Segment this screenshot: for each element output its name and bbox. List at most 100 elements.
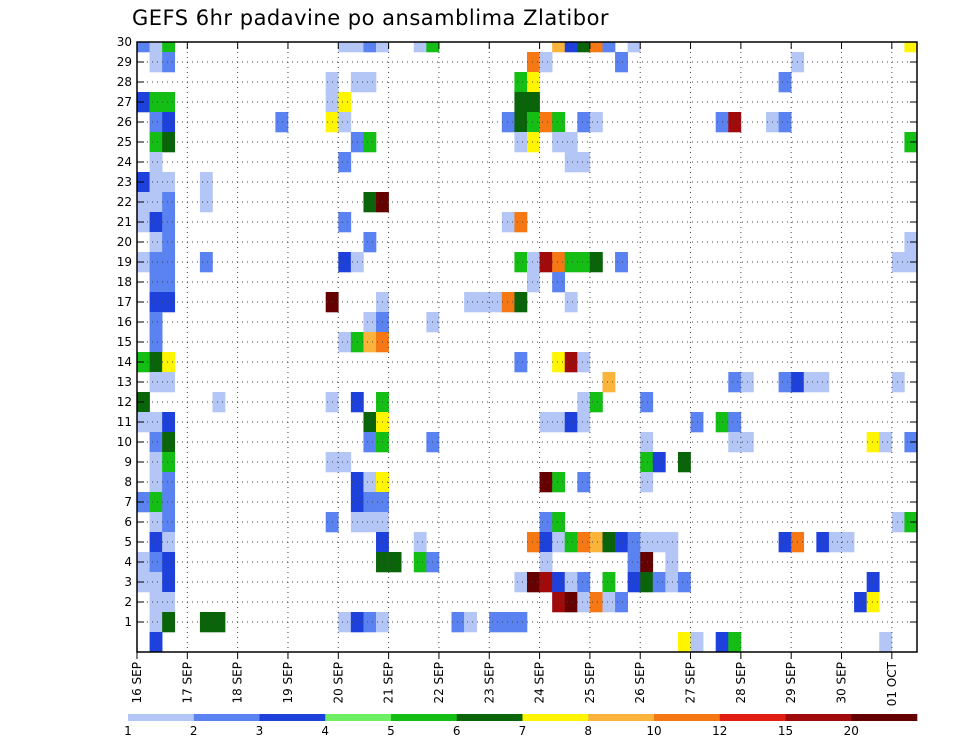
precip-cell xyxy=(338,92,352,113)
precip-cell xyxy=(564,152,578,173)
legend-layer: 1 2 3 4 5 6 7 8 10 12 15 20 xyxy=(124,714,918,738)
precip-cell xyxy=(199,612,213,633)
precip-cell xyxy=(539,552,553,573)
cells-layer xyxy=(137,42,918,653)
precip-cell xyxy=(552,472,566,493)
precip-cell xyxy=(539,512,553,533)
precip-cell xyxy=(715,632,729,653)
precip-cell xyxy=(501,292,515,313)
precip-cell xyxy=(640,392,654,413)
precip-cell xyxy=(577,112,591,133)
precip-cell xyxy=(854,592,867,613)
precip-cell xyxy=(640,552,654,573)
y-tick-label: 25 xyxy=(117,135,132,149)
precip-cell xyxy=(489,292,503,313)
precip-cell xyxy=(552,592,566,613)
legend-label: 3 xyxy=(256,724,264,738)
precip-cell xyxy=(589,532,603,553)
precip-cell xyxy=(137,42,150,53)
precip-cell xyxy=(527,92,540,113)
precip-cell xyxy=(149,512,163,533)
precip-cell xyxy=(552,352,566,373)
x-tick-label: 01 OCT xyxy=(885,661,899,706)
x-tick-label: 29 SEP xyxy=(784,662,798,704)
precip-cell xyxy=(363,492,377,513)
precip-cell xyxy=(514,212,528,233)
precip-cell xyxy=(577,592,591,613)
precip-cell xyxy=(476,292,490,313)
precip-cell xyxy=(589,112,603,133)
precip-cell xyxy=(564,252,578,273)
legend-label: 10 xyxy=(646,724,661,738)
precip-cell xyxy=(514,132,528,153)
precip-cell xyxy=(162,432,176,453)
legend-label: 6 xyxy=(453,724,461,738)
precip-cell xyxy=(162,612,176,633)
precip-cell xyxy=(162,112,176,133)
precip-cell xyxy=(652,572,666,593)
precip-cell xyxy=(527,572,540,593)
precip-cell xyxy=(577,532,591,553)
precip-cell xyxy=(162,132,176,153)
y-tick-label: 6 xyxy=(124,515,132,529)
precip-cell xyxy=(552,132,566,153)
precip-cell xyxy=(149,612,163,633)
precip-cell xyxy=(149,492,163,513)
precip-cell xyxy=(514,572,528,593)
y-tick-label: 24 xyxy=(117,155,132,169)
precip-cell xyxy=(501,112,515,133)
precip-cell xyxy=(162,552,176,573)
precip-cell xyxy=(376,42,389,53)
y-tick-label: 5 xyxy=(124,535,132,549)
precip-cell xyxy=(514,352,528,373)
precip-cell xyxy=(149,92,163,113)
precip-cell xyxy=(149,132,163,153)
precip-cell xyxy=(363,42,377,53)
x-tick-label: 21 SEP xyxy=(382,662,396,704)
precip-cell xyxy=(149,212,163,233)
precip-cell xyxy=(891,512,905,533)
y-tick-label: 8 xyxy=(124,475,132,489)
precip-cell xyxy=(363,312,377,333)
precip-cell xyxy=(577,472,591,493)
precip-cell xyxy=(162,492,176,513)
x-tick-label: 20 SEP xyxy=(331,662,345,704)
y-tick-label: 28 xyxy=(117,75,132,89)
precip-cell xyxy=(677,632,691,653)
legend-swatch xyxy=(391,714,458,721)
x-tick-label: 17 SEP xyxy=(180,662,194,704)
precip-cell xyxy=(577,412,591,433)
precip-cell xyxy=(212,612,226,633)
precip-cell xyxy=(149,112,163,133)
x-tick-label: 28 SEP xyxy=(734,662,748,704)
precip-cell xyxy=(564,532,578,553)
precip-cell xyxy=(162,192,176,213)
legend-label: 8 xyxy=(584,724,592,738)
y-tick-label: 22 xyxy=(117,195,132,209)
legend-label: 15 xyxy=(778,724,793,738)
precip-cell xyxy=(728,112,742,133)
precip-cell xyxy=(677,452,691,473)
precip-cell xyxy=(413,42,427,53)
precip-cell xyxy=(627,552,641,573)
precip-cell xyxy=(162,572,176,593)
precip-cell xyxy=(589,252,603,273)
plot-frame xyxy=(136,41,918,653)
y-tick-label: 27 xyxy=(117,95,132,109)
precip-cell xyxy=(627,572,641,593)
precip-cell xyxy=(552,252,566,273)
x-tick-label: 27 SEP xyxy=(684,662,698,704)
x-tick-label: 24 SEP xyxy=(533,662,547,704)
precip-cell xyxy=(149,152,163,173)
precip-cell xyxy=(552,42,566,53)
precip-cell xyxy=(552,412,566,433)
precip-cell xyxy=(149,532,163,553)
precip-cell xyxy=(527,72,540,93)
precip-cell xyxy=(149,592,163,613)
legend-swatch xyxy=(193,714,260,721)
y-tick-label: 9 xyxy=(124,455,132,469)
precip-cell xyxy=(527,132,540,153)
legend-swatch xyxy=(522,714,589,721)
precip-cell xyxy=(602,372,616,393)
precip-cell xyxy=(627,42,641,53)
